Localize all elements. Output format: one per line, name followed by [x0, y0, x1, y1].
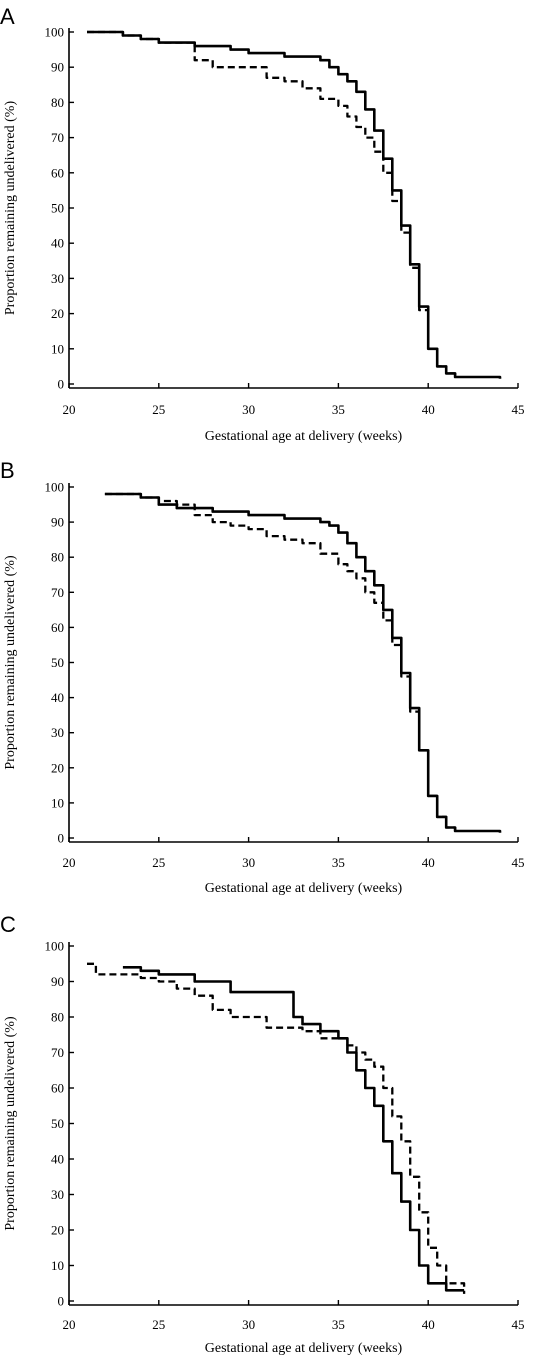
x-tick-label: 45 — [512, 855, 525, 870]
y-tick-label: 20 — [51, 1223, 64, 1238]
y-tick-label: 100 — [45, 25, 65, 40]
y-tick-label: 50 — [51, 1116, 64, 1131]
x-tick-label: 20 — [63, 855, 76, 870]
y-tick-label: 20 — [51, 306, 64, 321]
y-tick-label: 0 — [58, 377, 65, 392]
dashed-curve — [104, 492, 457, 831]
y-tick-label: 0 — [58, 831, 65, 846]
x-tick-label: 40 — [422, 1317, 435, 1332]
y-tick-label: 100 — [45, 939, 65, 954]
x-tick-label: 30 — [242, 855, 255, 870]
y-tick-label: 80 — [51, 95, 64, 110]
x-tick-label: 35 — [332, 855, 345, 870]
y-tick-label: 50 — [51, 655, 64, 670]
y-tick-label: 30 — [51, 271, 64, 286]
y-tick-label: 100 — [45, 480, 65, 495]
panel-letter: A — [0, 4, 15, 29]
x-axis-title: Gestational age at delivery (weeks) — [205, 429, 403, 444]
y-tick-label: 30 — [51, 725, 64, 740]
y-tick-label: 0 — [58, 1294, 65, 1309]
panel-c: C 0 10 20 30 40 50 60 70 80 90 100 20 25 30 35 40 45 Gesta… — [0, 912, 525, 1355]
panel-letter: C — [0, 912, 16, 937]
y-tick-label: 90 — [51, 515, 64, 530]
y-axis-title: Proportion remaining undelivered (%) — [3, 101, 18, 316]
y-tick-label: 60 — [51, 165, 64, 180]
y-tick-label: 90 — [51, 60, 64, 75]
y-tick-label: 40 — [51, 1152, 64, 1167]
x-tick-label: 25 — [152, 402, 165, 417]
y-tick-label: 70 — [51, 1045, 64, 1060]
panel-b: B 0 10 20 30 40 50 60 70 80 90 100 20 25 30 35 40 45 Gesta… — [0, 458, 525, 896]
y-tick-label: 20 — [51, 760, 64, 775]
x-tick-label: 20 — [63, 1317, 76, 1332]
x-axis-title: Gestational age at delivery (weeks) — [205, 1341, 403, 1355]
y-tick-label: 80 — [51, 550, 64, 565]
dashed-curve — [87, 30, 457, 377]
x-tick-label: 40 — [422, 402, 435, 417]
y-tick-label: 40 — [51, 236, 64, 251]
x-tick-label: 45 — [512, 1317, 525, 1332]
y-axis-title: Proportion remaining undelivered (%) — [3, 1016, 18, 1231]
y-tick-label: 70 — [51, 585, 64, 600]
x-tick-label: 45 — [512, 402, 525, 417]
solid-curve — [104, 492, 502, 833]
panel-a: A 0 10 20 30 40 50 60 70 80 90 100 20 25 30 35 40 45 Gesta… — [0, 4, 525, 444]
y-tick-label: 80 — [51, 1010, 64, 1025]
y-tick-label: 90 — [51, 974, 64, 989]
x-tick-label: 20 — [63, 402, 76, 417]
y-tick-label: 10 — [51, 341, 64, 356]
y-tick-label: 40 — [51, 690, 64, 705]
x-tick-label: 25 — [152, 855, 165, 870]
x-tick-label: 30 — [242, 402, 255, 417]
solid-curve — [122, 966, 465, 1292]
x-tick-label: 35 — [332, 1317, 345, 1332]
y-axis-title: Proportion remaining undelivered (%) — [3, 555, 18, 770]
x-tick-label: 40 — [422, 855, 435, 870]
y-tick-label: 70 — [51, 130, 64, 145]
x-tick-label: 30 — [242, 1317, 255, 1332]
x-axis-title: Gestational age at delivery (weeks) — [205, 881, 403, 896]
y-tick-label: 10 — [51, 1258, 64, 1273]
y-tick-label: 30 — [51, 1187, 64, 1202]
y-tick-label: 50 — [51, 201, 64, 216]
panel-letter: B — [0, 458, 15, 483]
x-tick-label: 25 — [152, 1317, 165, 1332]
y-tick-label: 60 — [51, 620, 64, 635]
dashed-curve — [87, 962, 466, 1294]
solid-curve — [87, 30, 502, 379]
x-tick-label: 35 — [332, 402, 345, 417]
y-tick-label: 10 — [51, 795, 64, 810]
y-tick-label: 60 — [51, 1081, 64, 1096]
